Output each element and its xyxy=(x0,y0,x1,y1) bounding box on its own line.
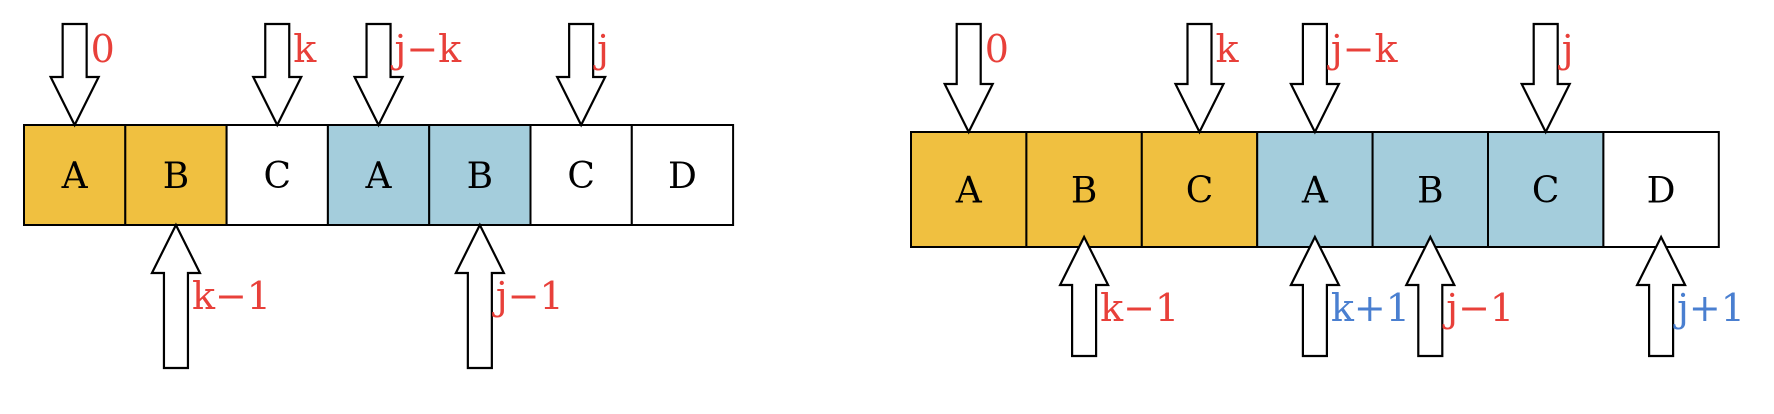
cell-box xyxy=(1256,131,1374,248)
cell-letter: D xyxy=(668,156,697,197)
cell-letter: D xyxy=(1647,171,1676,212)
pointer-label: k xyxy=(293,27,317,71)
top-pointer: j xyxy=(1519,22,1574,135)
top-pointer: j−k xyxy=(1289,22,1399,135)
down-arrow-icon xyxy=(1289,22,1341,135)
bottom-pointer: k+1 xyxy=(1289,234,1410,358)
array-cell: A xyxy=(326,124,431,226)
array-cell: C xyxy=(529,124,633,226)
array-cell: B xyxy=(1025,131,1143,248)
cell-box xyxy=(1602,131,1720,248)
pointer-label: j xyxy=(1558,27,1574,71)
pointer-label: k−1 xyxy=(192,274,271,318)
array-cell: A xyxy=(910,131,1028,248)
down-arrow-icon xyxy=(48,22,101,128)
cell-letter: A xyxy=(1301,171,1329,212)
cell-box xyxy=(630,124,735,226)
pointer-label: k+1 xyxy=(1331,286,1410,330)
up-arrow-icon xyxy=(1404,234,1457,358)
pointer-label: j xyxy=(593,27,609,71)
pointer-label: j−k xyxy=(1327,27,1399,71)
cell-box xyxy=(910,131,1028,248)
down-arrow-icon xyxy=(352,22,405,128)
down-arrow-icon xyxy=(555,22,607,128)
cell-letter: B xyxy=(467,156,493,197)
pointer-label: j+1 xyxy=(1673,286,1745,330)
array-cell: D xyxy=(630,124,735,226)
cell-letter: A xyxy=(955,171,983,212)
pointer-label: j−1 xyxy=(1442,286,1514,330)
top-pointer: 0 xyxy=(48,22,115,128)
array-cell: B xyxy=(124,124,228,226)
pointer-label: k−1 xyxy=(1100,286,1179,330)
bottom-pointer: j+1 xyxy=(1635,234,1745,358)
down-arrow-icon xyxy=(251,22,304,128)
pointer-label: 0 xyxy=(91,27,115,71)
array-cell: B xyxy=(428,124,532,226)
down-arrow-icon xyxy=(1519,22,1572,135)
cell-letter: C xyxy=(567,156,595,197)
bottom-pointer: k−1 xyxy=(1058,234,1179,358)
pointer-label: 0 xyxy=(985,27,1009,71)
array-cell: C xyxy=(225,124,329,226)
pointer-label: j−1 xyxy=(492,274,564,318)
array-cell: D xyxy=(1602,131,1720,248)
panel-right: A B C A B C D 0 k j−k j k−1 k+1 j−1 j+1 xyxy=(910,22,1745,358)
pointer-label: k xyxy=(1216,27,1240,71)
cell-letter: B xyxy=(1071,171,1097,212)
cell-letter: A xyxy=(61,156,89,197)
up-arrow-icon xyxy=(1058,234,1110,358)
cell-box xyxy=(124,124,228,226)
cell-letter: B xyxy=(1417,171,1443,212)
up-arrow-icon xyxy=(150,222,202,370)
cell-letter: C xyxy=(263,156,291,197)
top-pointer: k xyxy=(251,22,317,128)
down-arrow-icon xyxy=(1173,22,1226,135)
down-arrow-icon xyxy=(942,22,995,135)
array-cell: A xyxy=(23,124,127,226)
cell-box xyxy=(1025,131,1143,248)
up-arrow-icon xyxy=(454,222,506,370)
pointer-label: j−k xyxy=(391,27,463,71)
cell-letter: C xyxy=(1186,171,1214,212)
top-pointer: k xyxy=(1173,22,1240,135)
panel-left: A B C A B C D 0 k j−k j k−1 j−1 xyxy=(23,22,735,370)
array-cell: B xyxy=(1371,131,1489,248)
up-arrow-icon xyxy=(1635,234,1687,358)
cell-letter: B xyxy=(163,156,189,197)
bottom-pointer: j−1 xyxy=(454,222,564,370)
top-pointer: j xyxy=(555,22,609,128)
array-cell: A xyxy=(1256,131,1374,248)
array-cell: C xyxy=(1487,131,1605,248)
cell-box xyxy=(1140,131,1259,248)
cell-box xyxy=(1371,131,1489,248)
up-arrow-icon xyxy=(1289,234,1341,358)
top-pointer: 0 xyxy=(942,22,1009,135)
bottom-pointer: k−1 xyxy=(150,222,271,370)
cell-letter: C xyxy=(1532,171,1560,212)
cell-letter: A xyxy=(365,156,393,197)
cell-box xyxy=(23,124,127,226)
cell-box xyxy=(1487,131,1605,248)
cell-box xyxy=(529,124,633,226)
bottom-pointer: j−1 xyxy=(1404,234,1514,358)
top-pointer: j−k xyxy=(352,22,463,128)
array-cell: C xyxy=(1140,131,1259,248)
